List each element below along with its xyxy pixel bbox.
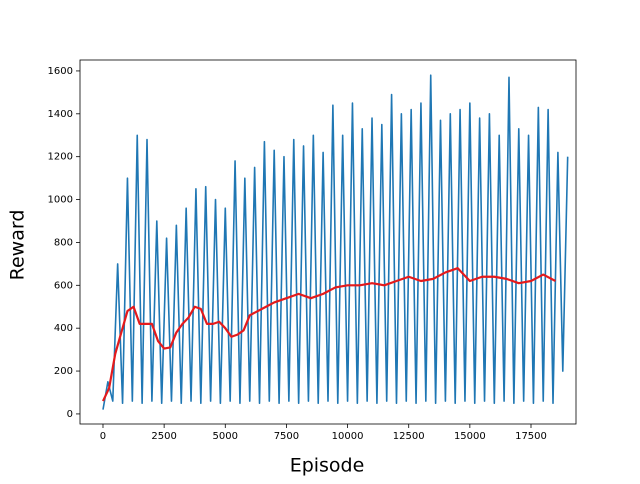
series-line: [102, 74, 569, 410]
y-axis-title: Reward: [7, 210, 29, 281]
y-tick-label: 1000: [48, 195, 73, 206]
y-tick-label: 1400: [48, 109, 73, 120]
y-tick-label: 800: [54, 237, 73, 248]
x-tick-label: 7500: [274, 431, 299, 442]
x-axis-title: Episode: [290, 455, 365, 477]
y-tick-label: 1200: [48, 152, 73, 163]
y-tick-label: 0: [67, 409, 73, 420]
series-line: [101, 267, 556, 402]
y-tick-label: 200: [54, 366, 73, 377]
x-tick-label: 12500: [393, 431, 425, 442]
x-tick-label: 17500: [515, 431, 547, 442]
x-tick-label: 5000: [213, 431, 238, 442]
y-tick-label: 400: [54, 323, 73, 334]
x-tick-label: 2500: [151, 431, 176, 442]
x-tick-label: 15000: [454, 431, 486, 442]
x-tick-label: 0: [100, 431, 106, 442]
plot-frame: [79, 59, 577, 425]
y-tick-label: 1600: [48, 66, 73, 77]
y-tick-label: 600: [54, 280, 73, 291]
x-tick-label: 10000: [332, 431, 364, 442]
